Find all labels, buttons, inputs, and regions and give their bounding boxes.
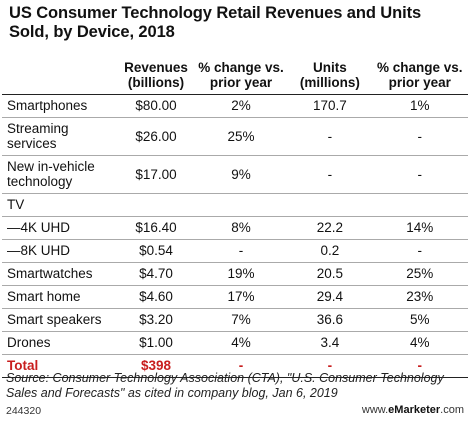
cell-units: - bbox=[327, 128, 333, 144]
source-note: Source: Consumer Technology Association … bbox=[6, 371, 444, 400]
cell-units-change: - bbox=[417, 166, 423, 182]
cell-units bbox=[288, 193, 371, 216]
cell-units: 29.4 bbox=[316, 289, 344, 304]
header-revenues: Revenues (billions) bbox=[124, 59, 188, 90]
brand-prefix: www. bbox=[361, 404, 389, 416]
table-row: Drones $1.00 4% 3.4 4% bbox=[2, 331, 468, 354]
cell-units: - bbox=[327, 166, 333, 182]
brand-suffix: .com bbox=[440, 404, 464, 416]
header-units: Units (millions) bbox=[299, 59, 360, 90]
table-row: —8K UHD $0.54 - 0.2 - bbox=[2, 239, 468, 262]
header-revenue-change: % change vs. prior year bbox=[198, 59, 284, 90]
table-row: Smart home $4.60 17% 29.4 23% bbox=[2, 285, 468, 308]
chart-title: US Consumer Technology Retail Revenues a… bbox=[9, 4, 422, 41]
cell-revenue-change: 9% bbox=[231, 166, 251, 182]
cell-units-change: - bbox=[417, 128, 423, 144]
chart-id: 244320 bbox=[6, 405, 42, 417]
row-label: Smart home bbox=[7, 289, 81, 304]
cell-revenue-change: 4% bbox=[231, 335, 251, 350]
cell-revenues bbox=[118, 193, 194, 216]
cell-units-change: 25% bbox=[406, 266, 434, 281]
cell-units: 20.5 bbox=[316, 266, 344, 281]
cell-revenues: $4.70 bbox=[139, 266, 173, 281]
row-label: TV bbox=[7, 197, 25, 212]
total-row: Total $398 - - - bbox=[2, 354, 468, 377]
cell-units: 3.4 bbox=[320, 335, 340, 350]
cell-units: 36.6 bbox=[316, 312, 344, 327]
cell-revenues: $4.60 bbox=[139, 289, 173, 304]
cell-units-change: 4% bbox=[410, 335, 430, 350]
cell-units: 170.7 bbox=[312, 98, 347, 113]
row-label: Streaming services bbox=[7, 121, 69, 151]
cell-revenue-change: - bbox=[238, 243, 244, 258]
cell-revenue-change: 2% bbox=[231, 98, 251, 113]
cell-units-change: 14% bbox=[406, 220, 434, 235]
table-row: TV bbox=[2, 193, 468, 216]
cell-revenue-change: 25% bbox=[227, 128, 255, 144]
header-units-change: % change vs. prior year bbox=[376, 59, 463, 90]
cell-revenues: $16.40 bbox=[135, 220, 177, 235]
table-row: Smartwatches $4.70 19% 20.5 25% bbox=[2, 262, 468, 285]
cell-revenue-change: 17% bbox=[227, 289, 255, 304]
cell-revenue-change: 7% bbox=[231, 312, 251, 327]
table-row: —4K UHD $16.40 8% 22.2 14% bbox=[2, 216, 468, 239]
cell-revenue-change: 8% bbox=[231, 220, 251, 235]
cell-units-change bbox=[372, 193, 468, 216]
cell-units-change: - bbox=[417, 243, 423, 258]
table-body: Smartphones $80.00 2% 170.7 1% Streaming serv… bbox=[2, 94, 468, 377]
row-label: Smartphones bbox=[7, 98, 88, 113]
table-row: Smartphones $80.00 2% 170.7 1% bbox=[2, 94, 468, 117]
table-row: New in-vehicle technology $17.00 9% - - bbox=[2, 155, 468, 193]
row-label: New in-vehicle technology bbox=[7, 159, 95, 189]
row-label: Smartwatches bbox=[7, 266, 93, 281]
table-row: Smart speakers $3.20 7% 36.6 5% bbox=[2, 308, 468, 331]
brand-name: eMarketer bbox=[388, 404, 441, 416]
row-label: —8K UHD bbox=[7, 243, 71, 258]
cell-units-change: - bbox=[417, 358, 423, 373]
cell-revenue-change: - bbox=[238, 358, 244, 373]
cell-revenues: $0.54 bbox=[139, 243, 173, 258]
row-label: —4K UHD bbox=[7, 220, 71, 235]
cell-units: - bbox=[327, 358, 333, 373]
cell-units-change: 23% bbox=[406, 289, 434, 304]
cell-units-change: 5% bbox=[410, 312, 430, 327]
row-label: Drones bbox=[7, 335, 51, 350]
cell-units-change: 1% bbox=[410, 98, 430, 113]
header-label-column bbox=[2, 56, 118, 94]
row-label: Smart speakers bbox=[7, 312, 102, 327]
cell-units: 22.2 bbox=[316, 220, 344, 235]
row-label: Total bbox=[7, 358, 39, 373]
cell-revenue-change bbox=[194, 193, 288, 216]
cell-revenues: $3.20 bbox=[139, 312, 173, 327]
cell-revenues: $1.00 bbox=[139, 335, 173, 350]
brand-logo: www.eMarketer.com bbox=[362, 404, 464, 416]
header-row: Revenues (billions) % change vs. prior y… bbox=[2, 56, 468, 94]
data-table: Revenues (billions) % change vs. prior y… bbox=[2, 56, 468, 378]
cell-revenues: $398 bbox=[140, 358, 171, 373]
cell-revenues: $80.00 bbox=[135, 98, 177, 113]
table-row: Streaming services $26.00 25% - - bbox=[2, 117, 468, 155]
cell-units: 0.2 bbox=[320, 243, 340, 258]
cell-revenue-change: 19% bbox=[227, 266, 255, 281]
cell-revenues: $17.00 bbox=[135, 166, 177, 182]
cell-revenues: $26.00 bbox=[135, 128, 177, 144]
